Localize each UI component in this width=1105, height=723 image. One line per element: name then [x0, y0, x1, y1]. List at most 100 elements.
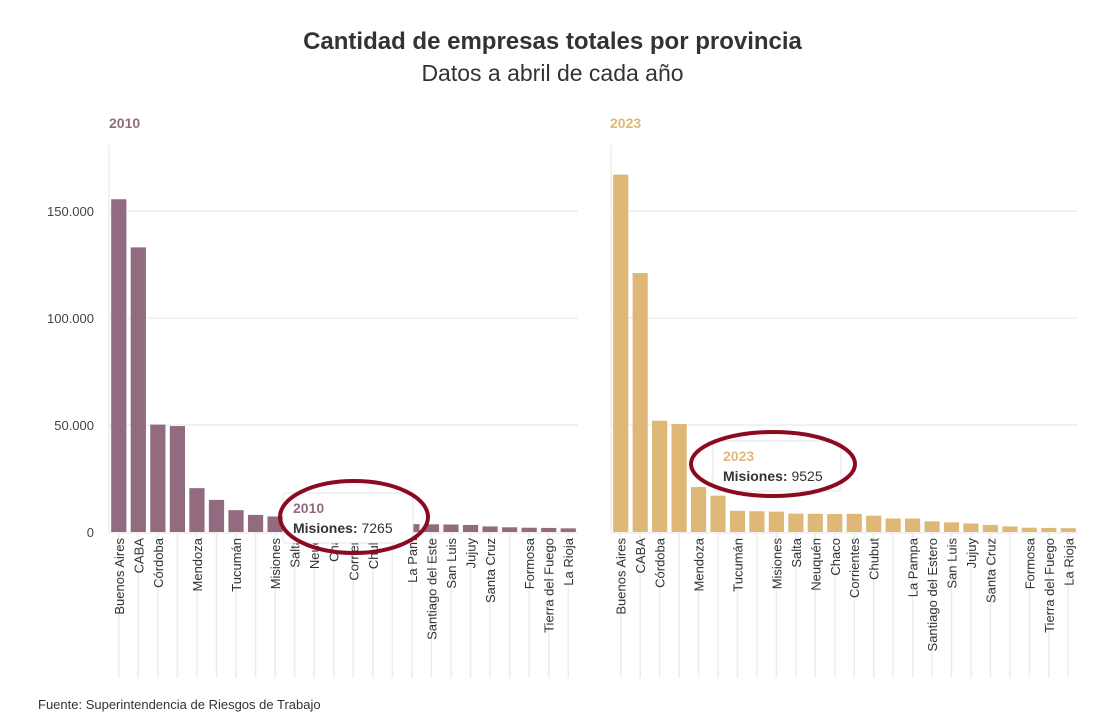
category-label: Jujuy: [964, 538, 979, 569]
category-label: Tierra del Fuego: [542, 538, 557, 633]
category-label: Santa Cruz: [983, 538, 998, 603]
category-label: Formosa: [1022, 537, 1037, 589]
bar: [111, 199, 127, 533]
tooltip-value: Misiones: 7265: [293, 520, 393, 536]
bar: [690, 487, 707, 532]
category-label: Santiago del Este: [424, 538, 439, 640]
bar: [1002, 526, 1018, 532]
panel-title: 2023: [610, 115, 641, 131]
category-label: Corrientes: [847, 538, 862, 598]
bar: [885, 518, 901, 532]
bar: [423, 524, 440, 532]
panel-title: 2010: [109, 115, 140, 131]
tooltip-value: Misiones: 9525: [723, 468, 823, 484]
bar: [189, 488, 205, 532]
category-label: Buenos Aires: [112, 538, 127, 615]
bar: [1060, 528, 1076, 532]
bar: [671, 423, 687, 532]
bar: [228, 510, 244, 532]
category-label: Córdoba: [151, 537, 166, 588]
category-label: Santiago del Estero: [925, 538, 940, 651]
category-label: Santa Cruz: [483, 538, 498, 603]
category-label: San Luis: [945, 538, 960, 589]
category-label: La Rioja: [1061, 537, 1076, 585]
bar: [866, 515, 882, 532]
category-label: Mendoza: [190, 537, 205, 591]
category-label: Salta: [789, 537, 804, 567]
bar: [827, 514, 843, 532]
bar: [130, 247, 146, 532]
bar: [963, 523, 979, 532]
y-tick-label: 150.000: [47, 204, 94, 219]
tooltip-label: Misiones:: [723, 468, 791, 484]
source-note: Fuente: Superintendencia de Riesgos de T…: [38, 697, 321, 712]
bar: [150, 424, 166, 532]
category-label: CABA: [633, 538, 648, 574]
bar: [613, 174, 629, 532]
bar: [807, 513, 823, 532]
bar: [924, 521, 940, 532]
category-label: Formosa: [522, 537, 537, 589]
bar: [462, 524, 479, 532]
bar: [482, 526, 498, 532]
category-label: La Rioja: [561, 537, 576, 585]
bar: [710, 495, 726, 532]
bar: [521, 527, 537, 532]
category-label: San Luis: [444, 538, 459, 589]
bar: [541, 527, 557, 532]
bar: [768, 511, 784, 532]
category-label: Misiones: [769, 538, 784, 590]
category-label: Tucumán: [229, 538, 244, 592]
bar: [560, 528, 576, 532]
bar: [788, 513, 804, 532]
tooltip-label: Misiones:: [293, 520, 361, 536]
bar: [652, 420, 668, 532]
bar: [443, 524, 459, 532]
category-label: Buenos Aires: [614, 538, 629, 615]
category-label: La Pam: [405, 538, 420, 583]
bar: [905, 518, 921, 532]
bar: [749, 511, 765, 532]
bar: [208, 499, 225, 532]
y-tick-label: 50.000: [54, 418, 94, 433]
panel-2023: 2023 Buenos Aires CABA Córdoba Mendoza Tucumá…: [610, 115, 1078, 678]
y-tick-label: 100.000: [47, 311, 94, 326]
tooltip-number: 7265: [361, 520, 392, 536]
bar: [169, 426, 186, 532]
category-label: Salta: [288, 537, 303, 567]
y-tick-label: 0: [87, 525, 94, 540]
category-label: Neuquén: [808, 538, 823, 591]
category-label: Tucumán: [730, 538, 745, 592]
tooltip: 2023 Misiones: 9525: [712, 440, 842, 492]
tooltip-box: [282, 492, 414, 544]
category-label: Misiones: [268, 538, 283, 590]
category-label: Córdoba: [653, 537, 668, 588]
bar: [846, 513, 862, 532]
highlight-ellipse: [689, 430, 857, 498]
category-label: Jujuy: [464, 538, 479, 569]
category-label: Mendoza: [692, 537, 707, 591]
tooltip-number: 9525: [791, 468, 822, 484]
chart-subtitle: Datos a abril de cada año: [421, 60, 684, 86]
tooltip: 2010 Misiones: 7265: [282, 492, 414, 544]
bar: [632, 273, 648, 532]
category-label: CABA: [131, 538, 146, 574]
category-label: Corrien: [346, 538, 361, 581]
tooltip-year: 2010: [293, 500, 324, 516]
bar: [729, 510, 746, 532]
tooltip-year: 2023: [723, 448, 754, 464]
tooltip-box: [712, 440, 842, 492]
category-label: Chaco: [828, 538, 843, 576]
panel-2010: 2010 0 50.000 100.000 150.000 Buenos Aires CAB…: [47, 115, 578, 678]
bar: [501, 527, 518, 532]
bar: [982, 524, 999, 532]
bar: [1021, 527, 1037, 532]
bar: [247, 514, 264, 532]
highlight-ellipse: [278, 479, 430, 555]
chart-title: Cantidad de empresas totales por provinc…: [303, 28, 802, 55]
category-label: Chubut: [867, 538, 882, 580]
bar: [943, 522, 960, 532]
category-label: Tierra del Fuego: [1042, 538, 1057, 633]
bar: [1041, 527, 1057, 532]
